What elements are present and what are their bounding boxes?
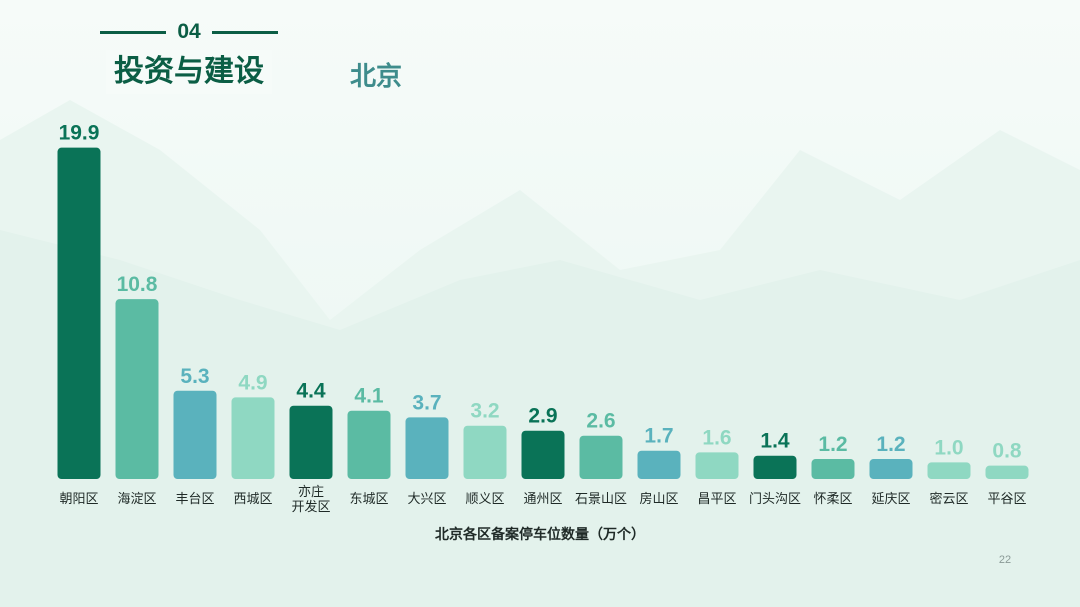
- bar: [463, 425, 507, 479]
- bar: [985, 465, 1029, 479]
- bar-value-label: 2.9: [528, 405, 557, 428]
- bar-value-label: 3.7: [412, 391, 441, 414]
- bar: [521, 430, 565, 479]
- category-label: 亦庄开发区: [291, 484, 330, 515]
- bar: [405, 417, 449, 479]
- section-title: 投资与建设: [106, 50, 272, 94]
- bar-value-label: 1.7: [644, 425, 673, 448]
- category-label: 怀柔区: [813, 492, 852, 507]
- category-label: 丰台区: [175, 492, 214, 507]
- category-label: 门头沟区: [749, 492, 801, 507]
- category-label: 密云区: [929, 491, 968, 507]
- category-label: 顺义区: [465, 492, 504, 507]
- category-label: 东城区: [349, 492, 388, 507]
- bar: [869, 459, 913, 479]
- bar: [811, 459, 855, 479]
- bar: [637, 450, 681, 479]
- category-label: 石景山区: [575, 492, 627, 507]
- bar: [753, 455, 797, 479]
- category-label: 延庆区: [871, 492, 910, 507]
- bar: [57, 147, 101, 480]
- region-label: 北京: [350, 61, 403, 91]
- bar-value-label: 2.6: [586, 410, 615, 433]
- section-rule-left: [100, 31, 166, 34]
- bar-value-label: 1.0: [934, 436, 963, 459]
- category-label: 通州区: [523, 492, 562, 507]
- bar-value-label: 1.6: [702, 426, 731, 449]
- bar-value-label: 1.2: [876, 433, 905, 456]
- category-label: 平谷区: [987, 492, 1026, 507]
- bar-value-label: 1.4: [760, 430, 790, 453]
- bar-value-label: 4.9: [238, 371, 267, 394]
- section-number: 04: [100, 20, 280, 44]
- bar-value-label: 3.2: [470, 400, 499, 423]
- bar-value-label: 19.9: [59, 122, 100, 145]
- bar: [231, 397, 275, 479]
- bar: [347, 410, 391, 479]
- bar-value-label: 0.8: [992, 440, 1022, 463]
- category-label: 西城区: [233, 492, 272, 507]
- bar: [579, 435, 623, 479]
- bar: [927, 462, 971, 479]
- bar: [695, 452, 739, 479]
- bar-value-label: 10.8: [117, 273, 158, 296]
- bar-value-label: 1.2: [818, 433, 847, 456]
- bar-value-label: 4.1: [354, 385, 384, 408]
- x-axis-label: 北京各区备案停车位数量（万个）: [435, 526, 645, 543]
- bar-value-label: 4.4: [296, 380, 326, 403]
- category-label: 海淀区: [117, 492, 156, 507]
- category-label: 朝阳区: [59, 492, 98, 507]
- section-rule-right: [212, 31, 278, 34]
- category-label: 大兴区: [407, 492, 446, 507]
- bar-value-label: 5.3: [180, 365, 209, 388]
- page-number: 22: [998, 554, 1012, 566]
- category-label: 房山区: [639, 491, 678, 507]
- category-label: 昌平区: [697, 492, 736, 507]
- bar: [173, 390, 217, 479]
- section-number-label: 04: [177, 20, 201, 43]
- bar: [115, 299, 159, 479]
- bar: [289, 405, 333, 479]
